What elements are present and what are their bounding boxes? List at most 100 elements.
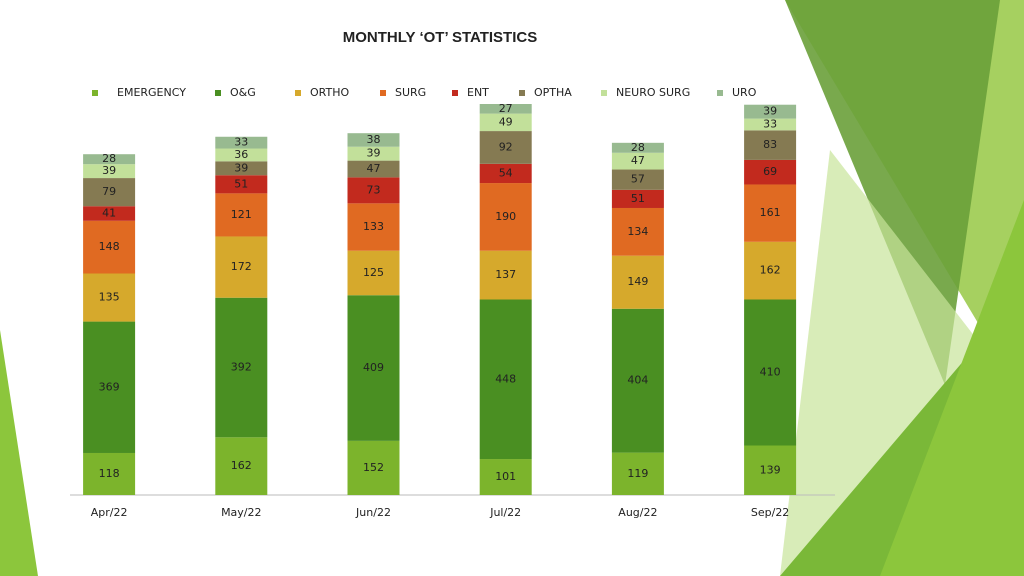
data-label: 28 xyxy=(631,141,645,154)
legend-swatch xyxy=(519,90,525,96)
legend-label: O&G xyxy=(230,86,256,99)
data-label: 79 xyxy=(102,185,116,198)
data-label: 134 xyxy=(627,225,648,238)
x-tick-label: Apr/22 xyxy=(91,506,128,519)
bar-segment xyxy=(479,163,532,184)
data-label: 101 xyxy=(495,470,516,483)
bar-segment xyxy=(479,459,532,495)
data-label: 39 xyxy=(367,147,381,160)
bar-segment xyxy=(744,130,797,160)
data-label: 410 xyxy=(760,366,781,379)
bar-segment xyxy=(215,236,268,298)
data-label: 51 xyxy=(234,177,248,190)
bar-segment xyxy=(479,113,532,132)
data-label: 404 xyxy=(627,374,648,387)
bar-segment xyxy=(347,295,400,441)
bar-segment xyxy=(215,161,268,176)
x-tick-label: Sep/22 xyxy=(751,506,789,519)
x-tick-label: Aug/22 xyxy=(618,506,657,519)
bar-segment xyxy=(215,297,268,438)
bar-segment xyxy=(744,159,797,185)
data-label: 149 xyxy=(627,275,648,288)
data-label: 39 xyxy=(102,164,116,177)
bar-segment xyxy=(744,241,797,300)
data-label: 83 xyxy=(763,138,777,151)
data-label: 33 xyxy=(763,117,777,130)
data-label: 41 xyxy=(102,207,116,220)
data-label: 57 xyxy=(631,173,645,186)
data-label: 392 xyxy=(231,361,252,374)
data-label: 51 xyxy=(631,192,645,205)
bar-segment xyxy=(347,440,400,495)
data-label: 162 xyxy=(760,264,781,277)
x-tick-label: Jun/22 xyxy=(355,506,391,519)
data-label: 369 xyxy=(99,380,120,393)
legend-swatch xyxy=(295,90,301,96)
data-label: 125 xyxy=(363,266,384,279)
data-label: 39 xyxy=(763,105,777,118)
bar-segment xyxy=(611,255,664,309)
legend-swatch xyxy=(380,90,386,96)
legend-swatch xyxy=(215,90,221,96)
bar-segment xyxy=(347,160,400,178)
data-label: 47 xyxy=(631,154,645,167)
bar-segment xyxy=(611,152,664,170)
data-label: 36 xyxy=(234,148,248,161)
bar-segment xyxy=(83,321,136,453)
bar-segment xyxy=(611,207,664,256)
legend-label: URO xyxy=(732,86,757,99)
data-label: 190 xyxy=(495,210,516,223)
bar-segment xyxy=(744,445,797,495)
legend-label: OPTHA xyxy=(534,86,572,99)
data-label: 49 xyxy=(499,115,513,128)
data-label: 38 xyxy=(367,133,381,146)
decor-shape xyxy=(785,0,1000,385)
bar-segment xyxy=(744,184,797,242)
data-label: 54 xyxy=(499,166,513,179)
legend-label: NEURO SURG xyxy=(616,86,690,99)
bar-segment xyxy=(611,189,664,208)
bar-segment xyxy=(611,308,664,453)
bar-segment xyxy=(215,136,268,149)
bar-segment xyxy=(479,299,532,460)
data-label: 172 xyxy=(231,260,252,273)
bar-segment xyxy=(611,142,664,153)
legend-swatch xyxy=(601,90,607,96)
bar-segment xyxy=(83,206,136,221)
data-label: 139 xyxy=(760,463,781,476)
data-label: 161 xyxy=(760,206,781,219)
data-label: 152 xyxy=(363,461,384,474)
x-tick-label: Jul/22 xyxy=(489,506,521,519)
decor-shape xyxy=(880,200,1024,576)
legend-swatch xyxy=(92,90,98,96)
bar-segment xyxy=(83,164,136,179)
data-label: 162 xyxy=(231,459,252,472)
bar-segment xyxy=(611,169,664,190)
data-label: 148 xyxy=(99,240,120,253)
bar-segment xyxy=(479,250,532,300)
bar-segment xyxy=(347,177,400,204)
bar-segment xyxy=(479,131,532,164)
chart-title: MONTHLY ‘OT’ STATISTICS xyxy=(343,29,537,46)
bar-segment xyxy=(744,118,797,131)
bar-segment xyxy=(347,146,400,161)
bar-segment xyxy=(83,154,136,165)
data-label: 135 xyxy=(99,291,120,304)
data-label: 47 xyxy=(367,162,381,175)
legend-label: SURG xyxy=(395,86,426,99)
bar-segment xyxy=(744,104,797,119)
data-label: 133 xyxy=(363,220,384,233)
data-label: 73 xyxy=(367,183,381,196)
bar-segment xyxy=(83,178,136,207)
bar-segment xyxy=(83,452,136,495)
bar-segment xyxy=(347,133,400,147)
bar-segment xyxy=(479,183,532,251)
data-label: 33 xyxy=(234,136,248,149)
bar-segment xyxy=(215,193,268,237)
legend-label: EMERGENCY xyxy=(117,86,186,99)
data-label: 28 xyxy=(102,152,116,165)
data-label: 137 xyxy=(495,268,516,281)
data-label: 409 xyxy=(363,361,384,374)
